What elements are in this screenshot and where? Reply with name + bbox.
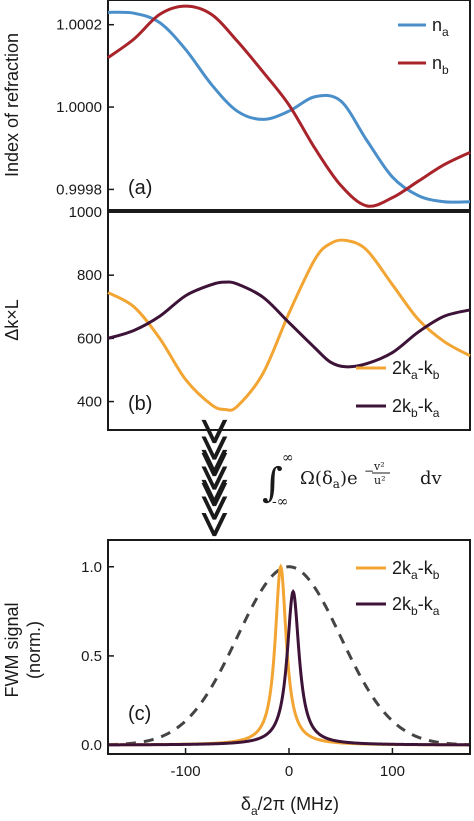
down-arrow-icon: ⋙ — [190, 417, 239, 480]
integral-formula: ∫ ∞ -∞ Ω(δa)e − v² u² dv — [262, 450, 443, 510]
panel-c-x-ticks: -100 0 100 — [171, 748, 405, 780]
series-line-n-b — [107, 4, 471, 208]
panel-c-y-ticks: 1.0 0.5 0.0 — [81, 559, 114, 754]
panel-c-ylabel: FWM signal — [2, 602, 22, 697]
exponent-minus: − — [364, 464, 374, 478]
exponent-denominator: u² — [374, 474, 386, 487]
x-tick-label: 0 — [285, 763, 293, 780]
y-tick-label: 1.0002 — [56, 17, 102, 34]
panel-c-label: (c) — [128, 703, 151, 725]
x-tick-label: 100 — [380, 763, 405, 780]
panel-c-frame — [107, 539, 471, 755]
panel-c-legend: 2ka-kb 2kb-ka — [356, 558, 440, 618]
panel-b-legend: 2ka-kb 2kb-ka — [356, 358, 440, 420]
differential: dv — [420, 468, 443, 489]
series-line-doppler-envelope — [107, 565, 471, 747]
series-line-2kb-ka — [108, 588, 470, 747]
panel-a-legend: na nb — [398, 15, 449, 77]
integral-upper-limit: ∞ — [282, 450, 294, 466]
integrand: Ω(δa)e — [300, 468, 358, 491]
legend-label-2ka-kb: 2ka-kb — [392, 558, 440, 582]
panel-c-ylabel-line2: (norm.) — [24, 621, 44, 679]
panel-c: 1.0 0.5 0.0 -100 0 100 FWM signal (norm.) (c… — [2, 539, 471, 818]
legend-label-n-b: nb — [432, 53, 449, 77]
exponent-numerator: v² — [373, 460, 385, 473]
y-tick-label: 400 — [77, 394, 102, 411]
series-line-2kb-ka — [107, 280, 471, 369]
panel-b-ylabel: Δk×L — [2, 299, 22, 341]
panel-b-label: (b) — [128, 393, 152, 415]
down-arrow-icon: ⋙ — [190, 447, 239, 510]
panel-a-frame — [107, 0, 471, 211]
y-tick-label: 1.0000 — [56, 99, 102, 116]
panel-a-label: (a) — [128, 177, 152, 199]
legend-label-2ka-kb: 2ka-kb — [392, 358, 440, 382]
legend-label-2kb-ka: 2kb-ka — [392, 396, 440, 420]
x-tick-label: -100 — [171, 763, 201, 780]
integral-lower-limit: -∞ — [272, 494, 288, 510]
y-tick-label: 1.0 — [81, 559, 102, 576]
transition-arrows: ⋙ ⋙ ⋙ — [190, 417, 239, 540]
panel-b: 1000 800 600 400 Δk×L (b) 2ka-kb 2kb-ka — [2, 204, 471, 431]
y-tick-label: 800 — [77, 267, 102, 284]
down-arrow-icon: ⋙ — [190, 477, 239, 540]
series-line-n-a — [107, 10, 471, 204]
panel-a-ylabel: Index of refraction — [2, 33, 22, 177]
y-tick-label: 600 — [77, 330, 102, 347]
y-tick-label: 0.0 — [81, 737, 102, 754]
y-tick-label: 0.5 — [81, 648, 102, 665]
panel-a-y-ticks: 1.0002 1.0000 0.9998 — [56, 17, 114, 198]
integral-sign: ∫ — [262, 460, 283, 506]
y-tick-label: 0.9998 — [56, 181, 102, 198]
series-line-2ka-kb — [108, 563, 470, 747]
legend-label-2kb-ka: 2kb-ka — [392, 594, 440, 618]
series-line-2ka-kb — [107, 238, 471, 412]
y-tick-label: 1000 — [69, 204, 102, 221]
panel-b-frame — [107, 211, 471, 431]
panel-b-y-ticks: 1000 800 600 400 — [69, 204, 114, 411]
legend-label-n-a: na — [432, 15, 449, 39]
panel-c-xlabel: δa/2π (MHz) — [241, 794, 339, 818]
panel-a: 1.0002 1.0000 0.9998 Index of refraction (… — [2, 0, 471, 211]
